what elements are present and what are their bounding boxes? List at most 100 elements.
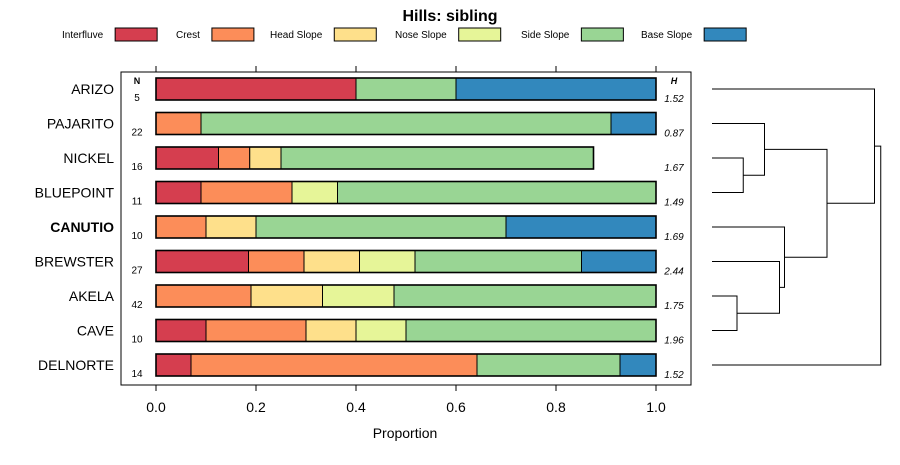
row-h: 1.67 [664,163,684,174]
dendrogram-branch [712,88,875,204]
bar-outline [155,284,657,308]
dendrogram-branch [712,123,765,176]
bar-row: NICKEL 16 1.67 [63,146,684,174]
legend: Interfluve Crest Head Slope Nose Slope Side … [62,27,747,42]
legend-swatch [458,27,502,42]
bar-outline [155,77,657,101]
bar-segment [255,215,507,239]
bar-segment [291,181,338,204]
bar-segment [303,250,360,273]
bar-segment [581,250,657,273]
bar-outline [155,353,657,377]
bar-row: AKELA 42 1.75 [69,284,684,312]
bar-segment [393,284,657,308]
legend-label: Base Slope [641,30,693,41]
bar-outline [155,249,657,274]
legend-label: Side Slope [521,30,570,41]
legend-item: Side Slope [521,27,624,42]
bar-segment [476,353,621,377]
bar-row: ARIZO 5 1.52 [71,77,684,105]
row-n: 16 [131,162,143,173]
row-label: CAVE [77,323,114,339]
bar-segment [355,319,407,342]
bar-row: CANUTIO 10 1.69 [50,215,684,243]
bar-row: BLUEPOINT 11 1.49 [35,180,684,209]
bar-segment [249,146,282,170]
bar-segment [322,284,395,308]
row-h: 1.96 [664,336,684,347]
bar-segment [305,319,357,342]
bar-segment [250,284,323,308]
bar-row: DELNORTE 14 1.52 [38,353,684,381]
bar-segment [355,77,457,101]
row-label: CANUTIO [50,219,114,235]
legend-item: Base Slope [641,27,747,42]
legend-swatch [580,27,624,42]
bar-segment [218,146,251,170]
bar-segment [337,181,657,204]
h-header: H [671,76,678,86]
bar-segment [455,77,657,101]
bar-segment [205,215,257,239]
legend-swatch [703,27,747,42]
bar-segment [155,77,357,101]
bar-segment [610,112,657,135]
legend-label: Crest [176,30,200,41]
row-h: 0.87 [664,129,684,140]
dendrogram-branch [712,226,785,288]
bar-segment [155,284,252,308]
bar-segment [280,146,594,170]
bar-outline [155,318,657,343]
bar-segment [155,146,219,170]
bar-row: CAVE 10 1.96 [77,318,684,347]
row-n: 14 [131,369,143,380]
legend-item: Nose Slope [395,27,502,42]
row-h: 1.49 [664,198,684,209]
bar-segment [155,181,202,204]
x-tick-label: 1.0 [646,399,666,415]
legend-label: Nose Slope [395,30,447,41]
bar-row: BREWSTER 27 2.44 [35,249,684,278]
row-n: 11 [132,197,143,208]
row-h: 1.52 [664,370,684,381]
bar-segment [414,250,582,273]
row-label: AKELA [69,288,115,304]
row-label: BREWSTER [35,254,114,270]
legend-swatch [333,27,377,42]
legend-label: Interfluve [62,30,104,41]
row-h: 1.75 [664,301,684,312]
top-axis-ticks [155,66,657,72]
x-axis: 0.0 0.2 0.4 0.6 0.8 1.0 [146,385,666,415]
bar-segment [155,215,207,239]
row-label: PAJARITO [47,116,114,132]
bar-segment [190,353,478,377]
dendrogram [712,88,882,366]
bar-rows: ARIZO 5 1.52 PAJARITO 22 0.87 NICKEL 16 1.67 BLUE… [35,77,684,381]
row-label: ARIZO [71,81,114,97]
row-n: 5 [134,93,140,104]
legend-item: Crest [176,27,255,42]
bar-segment [155,353,192,377]
bar-segment [155,112,202,135]
bar-row: PAJARITO 22 0.87 [47,111,684,140]
bar-segment [205,319,307,342]
dendrogram-branch [764,148,828,258]
dendrogram-branch [712,295,738,331]
bar-segment [505,215,657,239]
n-header: N [134,76,141,86]
bar-outline [155,180,657,205]
bar-outline [155,111,657,136]
row-n: 42 [131,300,143,311]
legend-swatch [114,27,158,42]
bar-segment [359,250,416,273]
bar-segment [619,353,657,377]
dendrogram-branch [712,157,744,193]
row-n: 10 [131,231,143,242]
row-h: 1.69 [664,232,684,243]
row-n: 22 [131,128,143,139]
chart-title: Hills: sibling [402,8,497,25]
legend-item: Head Slope [270,27,377,42]
bar-segment [155,319,207,342]
legend-item: Interfluve [62,27,158,42]
